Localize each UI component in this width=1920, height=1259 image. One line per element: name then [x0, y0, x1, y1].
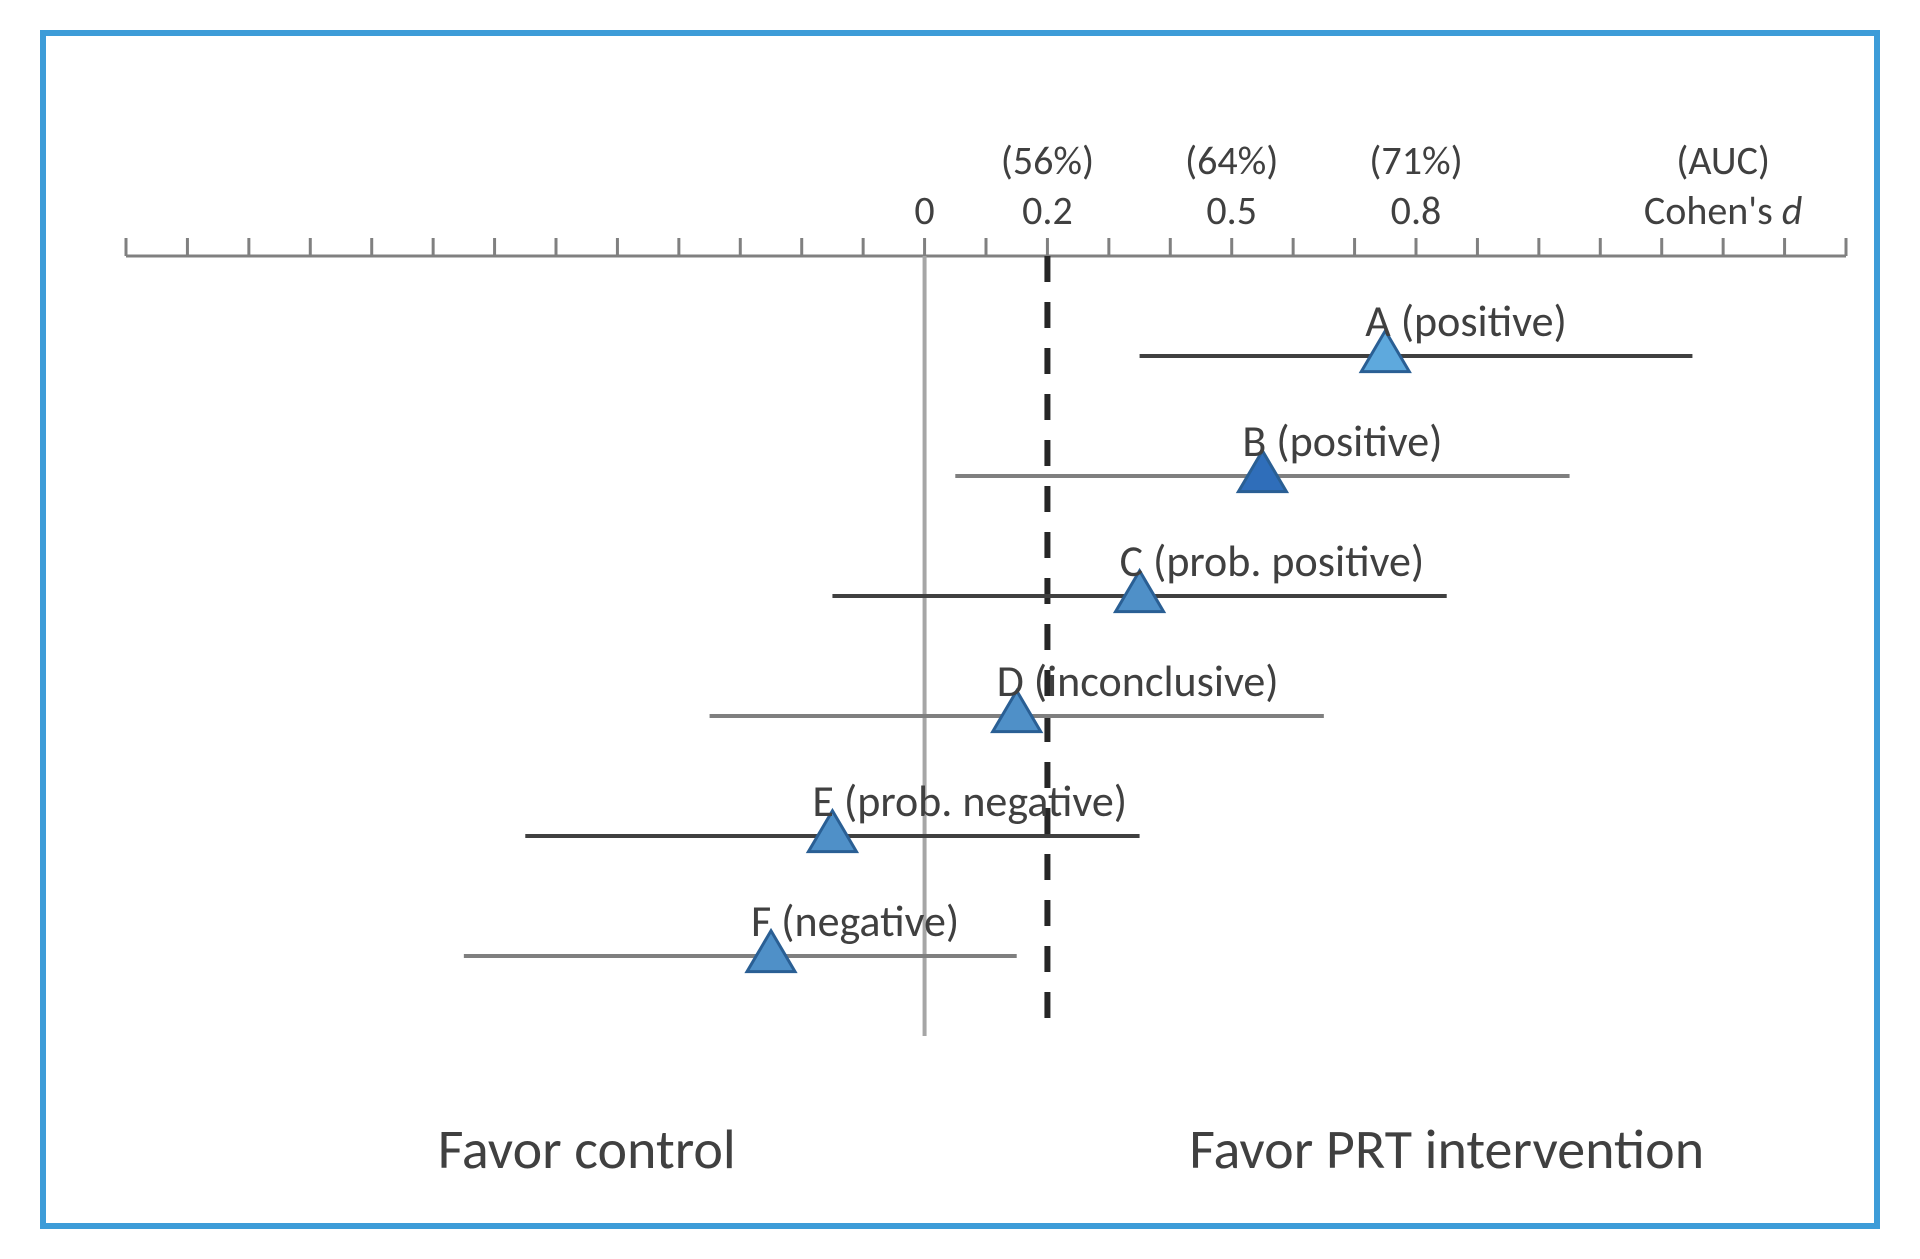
axis-header-top: (AUC) — [1676, 136, 1770, 185]
forest-plot-svg — [46, 36, 1874, 1223]
study-label-F: F (negative) — [751, 894, 959, 948]
favor-intervention-label: Favor PRT intervention — [1189, 1116, 1704, 1184]
axis-tick-main: 0 — [914, 186, 934, 235]
study-label-E: E (prob. negative) — [812, 774, 1127, 828]
study-label-B: B (positive) — [1242, 414, 1442, 468]
study-label-C: C (prob. positive) — [1120, 534, 1425, 588]
axis-tick-main: 0.2 — [1022, 186, 1073, 235]
axis-tick-top: (56%) — [1001, 136, 1094, 185]
study-label-D: D (inconclusive) — [997, 654, 1279, 708]
study-label-A: A (positive) — [1365, 294, 1567, 348]
favor-control-label: Favor control — [438, 1116, 736, 1184]
chart-frame: 0 0.2(56%) 0.5(64%) 0.8(71%) (AUC)Cohen's d A… — [40, 30, 1880, 1229]
axis-tick-top: (71%) — [1369, 136, 1462, 185]
axis-header-main: Cohen's d — [1644, 186, 1802, 235]
axis-tick-top: (64%) — [1185, 136, 1278, 185]
axis-tick-main: 0.5 — [1206, 186, 1257, 235]
axis-tick-main: 0.8 — [1391, 186, 1442, 235]
